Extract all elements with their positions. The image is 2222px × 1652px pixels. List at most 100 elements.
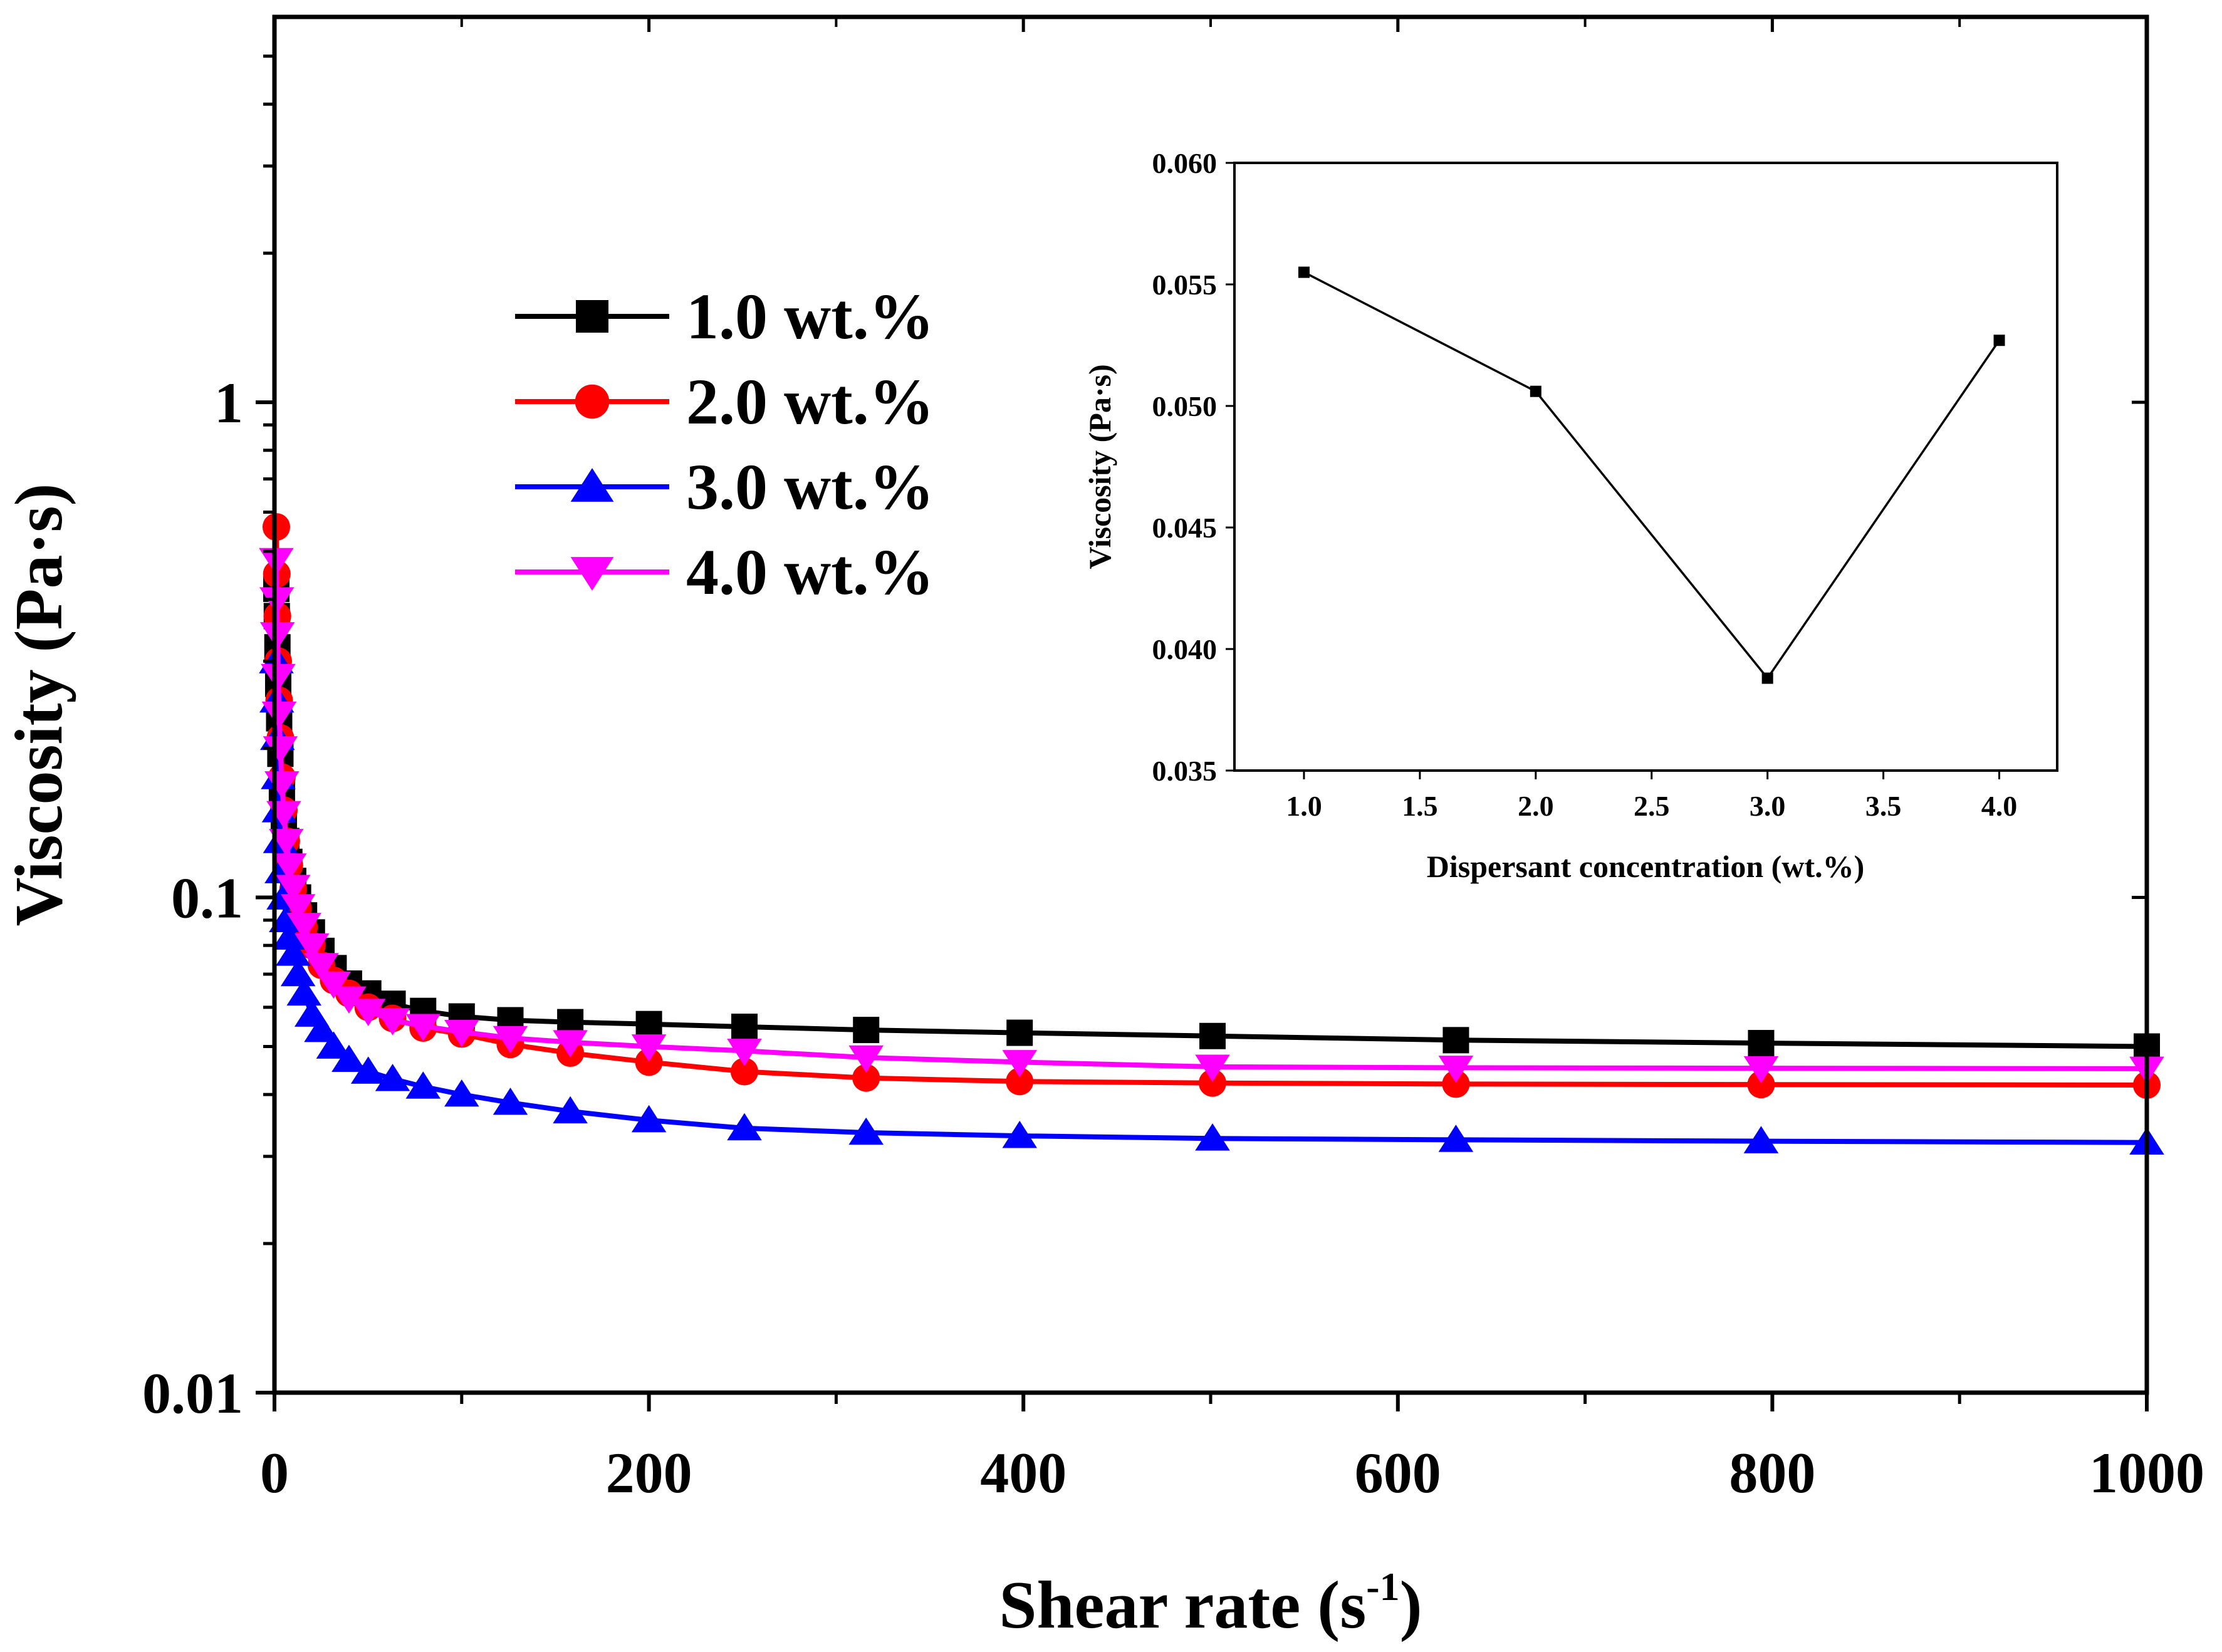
main-tick-layer: 0 200 400 600 800 1000 0.01 0.1 1 [142, 17, 2204, 1505]
data-point-3-0-wt [271, 922, 307, 950]
data-point-3-0-wt [493, 1088, 528, 1115]
x-tick-label: 0 [260, 1441, 289, 1505]
data-point-3-0-wt [1438, 1125, 1474, 1152]
data-point-2-0-wt [1442, 1070, 1470, 1098]
data-point-3-0-wt [444, 1079, 479, 1107]
data-point-2-0-wt [635, 1048, 663, 1076]
data-point-3-0-wt [286, 978, 321, 1006]
x-tick-label: 800 [1729, 1441, 1815, 1505]
main-plot: 0 200 400 600 800 1000 0.01 0.1 1 Viscosity (Pa·… [2, 14, 2204, 1643]
data-point-4-0-wt [316, 971, 352, 999]
inset-x-tick-label: 3.0 [1750, 790, 1786, 822]
data-point-4-0-wt [331, 986, 367, 1014]
inset-tick-layer: 1.0 1.5 2.0 2.5 3.0 3.5 4.0 0.035 0.040 0.045 0.05… [1152, 147, 2018, 822]
main-x-axis-title: Shear rate (s-1) [999, 1564, 1422, 1643]
data-point-4-0-wt [444, 1019, 479, 1047]
data-point-3-0-wt [375, 1064, 410, 1091]
inset-x-tick-label: 1.5 [1402, 790, 1438, 822]
data-point-4-0-wt [375, 1008, 410, 1036]
main-x-axis-title-unit-exponent: -1 [1366, 1564, 1399, 1609]
inset-series-line [1303, 271, 2000, 680]
legend-label-2-0-wt: 2.0 wt.% [686, 366, 934, 438]
data-point-2-0-wt [1747, 1071, 1775, 1099]
legend-marker-4-0-wt [570, 557, 614, 591]
data-point-1-0-wt [731, 1014, 758, 1041]
inset-data-point [1530, 385, 1541, 397]
legend: 1.0 wt.% 2.0 wt.% 3.0 wt.% 4.0 wt.% [515, 281, 934, 608]
inset-plot-frame [1233, 162, 2058, 772]
data-point-4-0-wt [848, 1045, 884, 1073]
data-point-3-0-wt [1195, 1123, 1230, 1151]
legend-label-1-0-wt: 1.0 wt.% [686, 281, 934, 353]
data-point-4-0-wt [304, 953, 339, 980]
data-point-3-0-wt [280, 958, 316, 987]
data-point-3-0-wt [631, 1104, 667, 1133]
legend-marker-2-0-wt [575, 384, 610, 419]
data-point-4-0-wt [1002, 1050, 1037, 1078]
data-point-1-0-wt [635, 1010, 662, 1037]
main-y-axis-title: Viscosity (Pa·s) [2, 484, 76, 927]
legend-label-3-0-wt: 3.0 wt.% [686, 451, 934, 523]
data-point-3-0-wt [350, 1056, 386, 1084]
data-point-4-0-wt [553, 1030, 588, 1057]
legend-label-4-0-wt: 4.0 wt.% [686, 536, 934, 608]
data-point-4-0-wt [280, 894, 316, 922]
inset-x-tick-label: 2.0 [1518, 790, 1554, 822]
data-point-4-0-wt [1438, 1056, 1474, 1083]
data-point-3-0-wt [276, 938, 311, 966]
data-point-4-0-wt [727, 1039, 762, 1066]
inset-series-layer [1298, 266, 2005, 684]
inset-x-tick-label: 4.0 [1981, 790, 2018, 822]
data-point-3-0-wt [553, 1096, 588, 1124]
data-point-4-0-wt [263, 736, 298, 764]
inset-data-point [1298, 266, 1310, 278]
data-point-4-0-wt [350, 999, 386, 1026]
inset-data-point [1993, 335, 2005, 346]
main-x-axis-title-unit: s [1340, 1568, 1366, 1643]
inset-data-point [1761, 672, 1773, 684]
x-tick-label: 400 [980, 1441, 1067, 1505]
y-tick-label: 0.01 [142, 1361, 243, 1425]
data-point-1-0-wt [1006, 1019, 1033, 1046]
data-point-4-0-wt [271, 853, 307, 881]
data-point-2-0-wt [1006, 1068, 1034, 1096]
data-point-3-0-wt [1002, 1120, 1037, 1148]
inset-x-tick-label: 3.5 [1865, 790, 1902, 822]
data-point-4-0-wt [259, 587, 295, 615]
data-point-2-0-wt [852, 1064, 880, 1092]
data-point-4-0-wt [269, 829, 304, 856]
data-point-4-0-wt [286, 913, 321, 940]
inset-x-axis-title: Dispersant concentration (wt.%) [1427, 849, 1865, 884]
data-point-3-0-wt [848, 1117, 884, 1145]
data-point-3-0-wt [304, 1014, 339, 1042]
data-point-3-0-wt [727, 1113, 762, 1141]
data-point-3-0-wt [331, 1044, 367, 1073]
x-tick-label: 1000 [2089, 1441, 2204, 1505]
data-point-4-0-wt [294, 933, 330, 961]
inset-x-tick-label: 2.5 [1634, 790, 1670, 822]
y-tick-label: 0.1 [171, 866, 243, 930]
inset-y-axis-title: Viscosity (Pa·s) [1082, 364, 1117, 569]
main-x-axis-title-text: Shear rate [999, 1568, 1300, 1643]
inset-y-tick-label: 0.055 [1152, 269, 1218, 301]
main-x-axis-title-close-paren: ) [1400, 1568, 1422, 1643]
data-point-4-0-wt [261, 701, 297, 729]
inset-y-tick-label: 0.050 [1152, 390, 1218, 422]
inset-x-tick-label: 1.0 [1286, 790, 1322, 822]
y-tick-label: 1 [214, 371, 243, 435]
data-point-1-0-wt [1748, 1030, 1775, 1057]
data-point-4-0-wt [631, 1034, 667, 1062]
inset-plot: 1.0 1.5 2.0 2.5 3.0 3.5 4.0 0.035 0.040 0.045 0.05… [1082, 147, 2058, 884]
data-point-4-0-wt [1195, 1054, 1230, 1083]
data-point-4-0-wt [405, 1014, 441, 1041]
data-point-4-0-wt [276, 875, 311, 902]
data-point-1-0-wt [853, 1017, 880, 1044]
data-point-1-0-wt [1442, 1027, 1469, 1054]
legend-marker-1-0-wt [576, 300, 608, 333]
data-point-2-0-wt [730, 1057, 759, 1086]
inset-y-tick-label: 0.045 [1152, 512, 1218, 544]
inset-y-tick-label: 0.035 [1152, 755, 1218, 787]
data-point-3-0-wt [316, 1031, 352, 1059]
legend-marker-3-0-wt [570, 468, 614, 502]
